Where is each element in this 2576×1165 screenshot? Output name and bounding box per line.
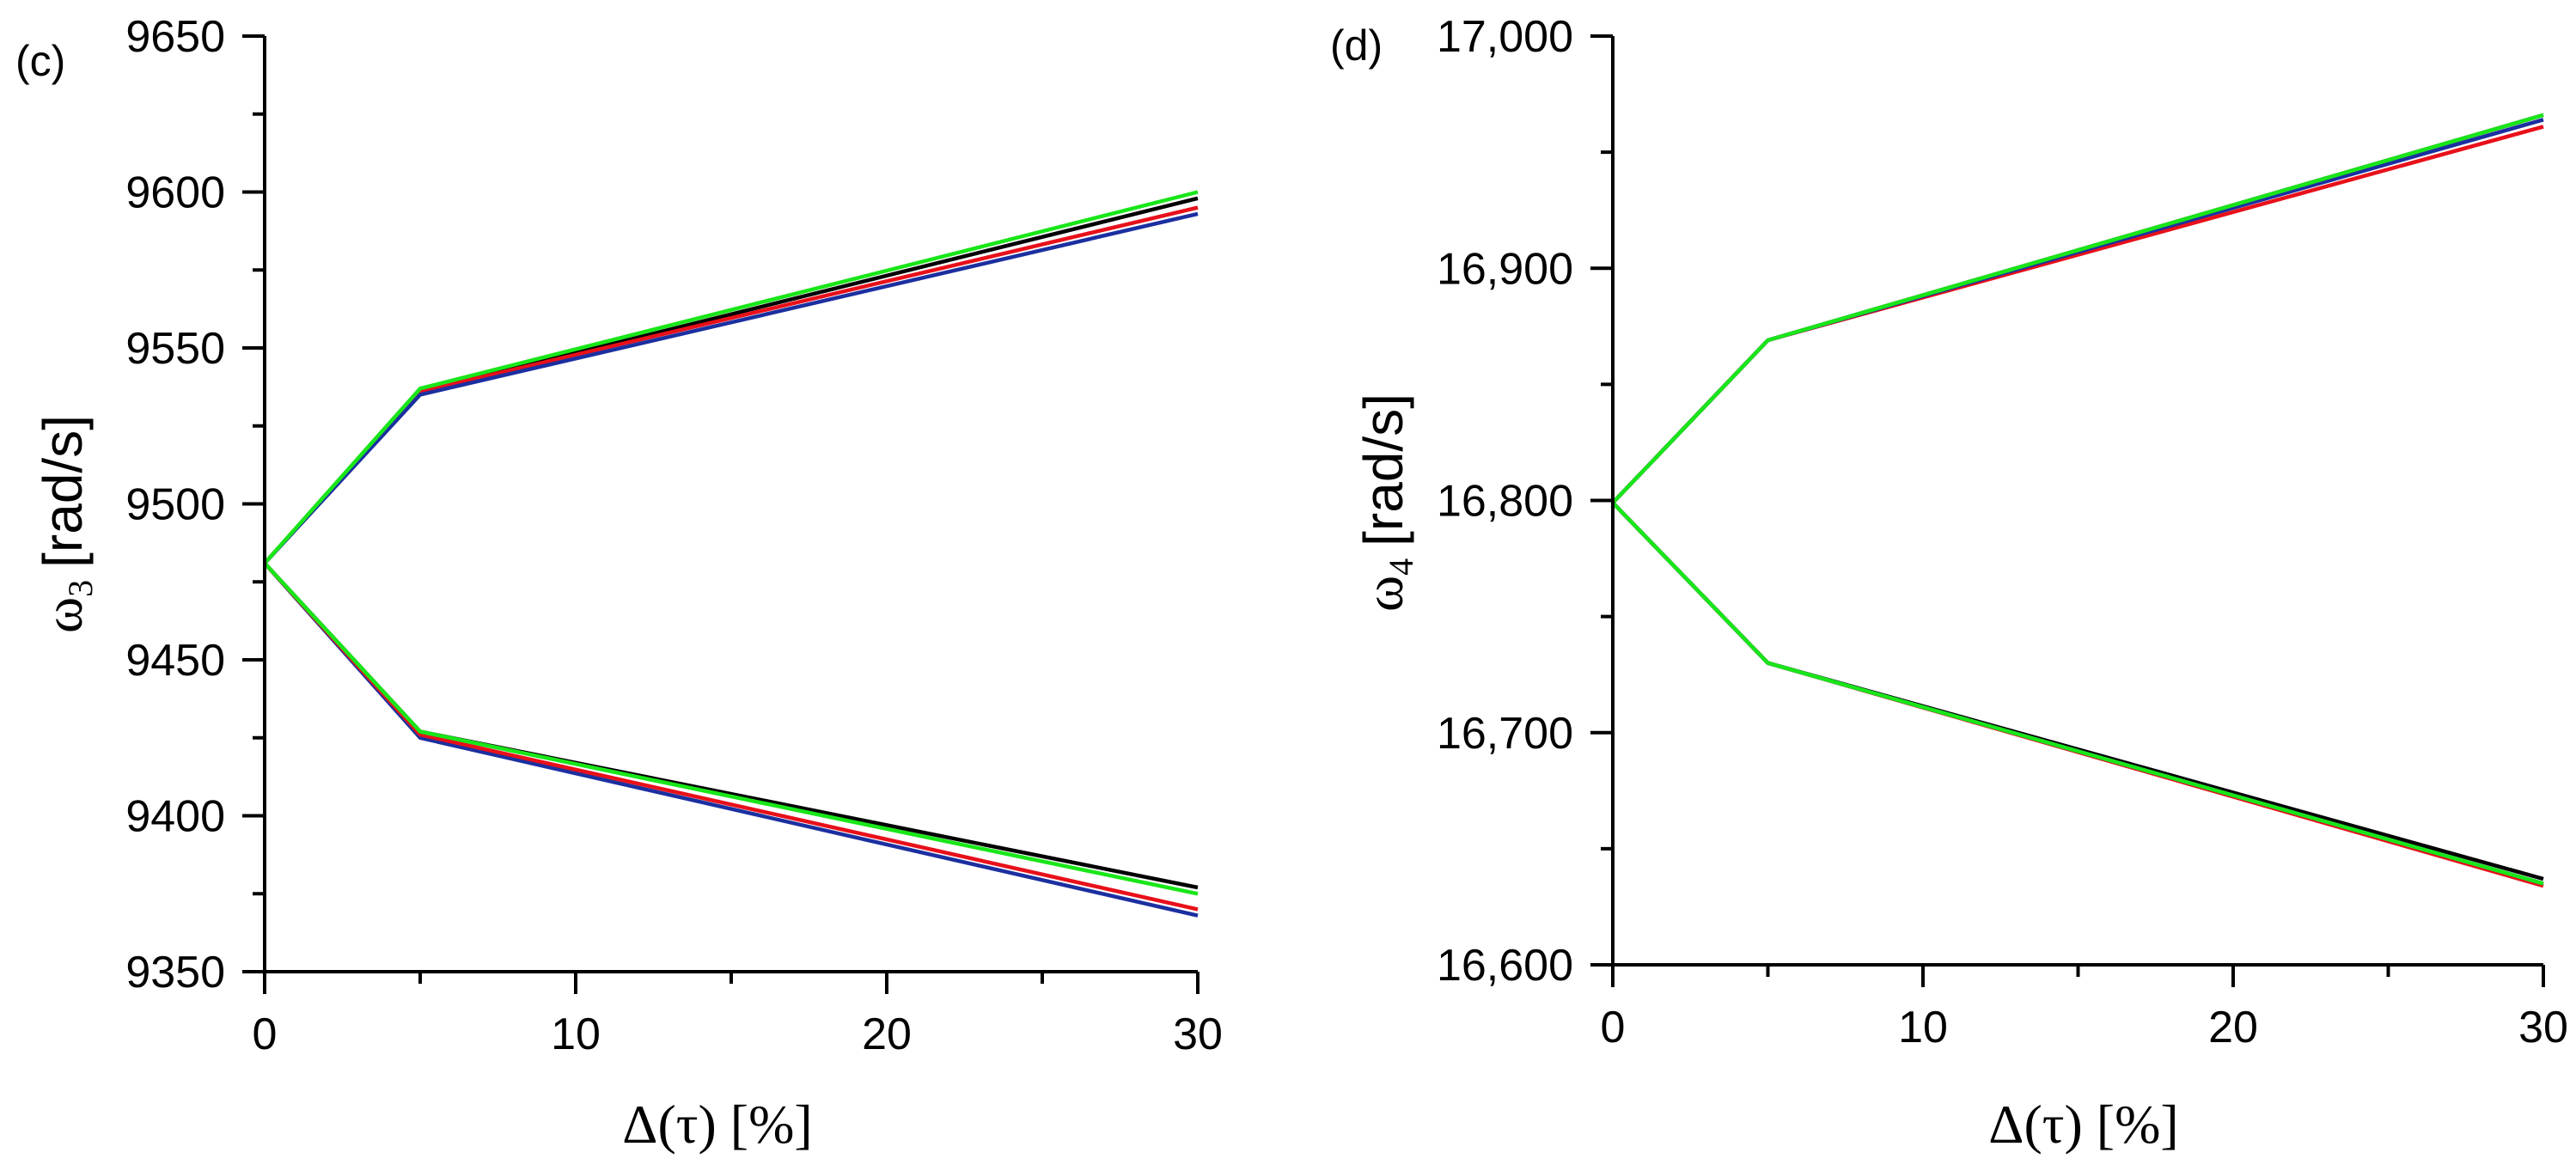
panel-d-ticks bbox=[1590, 34, 2545, 987]
panel-c-x-tick-labels: 0 10 20 30 bbox=[253, 1009, 1223, 1059]
panel-d-x-tick-labels: 0 10 20 30 bbox=[1601, 1003, 2568, 1052]
panel-d-series-black-lower bbox=[1611, 501, 2544, 881]
panel-d-x-tick-label: 20 bbox=[2208, 1003, 2258, 1052]
panel-d-y-tick-label: 17,000 bbox=[1437, 12, 1573, 62]
panel-d-series-green-upper bbox=[1611, 113, 2544, 504]
panel-c-y-tick-label: 9600 bbox=[125, 168, 225, 218]
panel-d-x-tick-label: 10 bbox=[1898, 1003, 1948, 1052]
panel-c-series-blue-upper bbox=[263, 211, 1199, 565]
panel-c-x-tick-label: 0 bbox=[253, 1009, 278, 1059]
panel-c-ticks bbox=[242, 34, 1199, 994]
panel-d-y-tick-label: 16,800 bbox=[1437, 477, 1573, 527]
panel-d-series-red-lower bbox=[1611, 501, 2544, 888]
panel-d-y-tick-label: 16,900 bbox=[1437, 244, 1573, 294]
panel-d: (d) 16,600 16,700 16,800 16,900 17,000 0 10 20… bbox=[1330, 12, 2568, 1155]
panel-c-y-tick-label: 9500 bbox=[125, 480, 225, 530]
panel-d-y-tick-labels: 16,600 16,700 16,800 16,900 17,000 bbox=[1437, 12, 1573, 991]
panel-d-y-subscript: 4 bbox=[1382, 558, 1420, 576]
panel-d-series-green-lower bbox=[1611, 501, 2544, 886]
panel-d-y-symbol: ω bbox=[1353, 576, 1414, 612]
panel-d-x-tick-label: 0 bbox=[1601, 1003, 1626, 1052]
panel-d-y-tick-label: 16,600 bbox=[1437, 941, 1573, 991]
panel-d-y-unit: [rad/s] bbox=[1352, 393, 1414, 546]
panel-d-x-axis-title: Δ(τ) [%] bbox=[1988, 1094, 2178, 1155]
panel-c-series-green-upper bbox=[263, 190, 1199, 564]
panel-c-x-tick-label: 20 bbox=[862, 1009, 912, 1059]
panel-c-y-symbol: ω bbox=[33, 597, 94, 633]
panel-d-series bbox=[1611, 113, 2544, 888]
panel-c-series-green-lower bbox=[263, 561, 1199, 896]
panel-d-series-blue-upper bbox=[1611, 118, 2544, 504]
panel-d-y-axis-title: ω4 [rad/s] bbox=[1352, 393, 1420, 612]
panel-c-y-unit: [rad/s] bbox=[32, 415, 94, 568]
panel-d-label: (d) bbox=[1330, 21, 1383, 70]
panel-c-x-tick-label: 10 bbox=[551, 1009, 601, 1059]
panel-c-y-tick-label: 9350 bbox=[125, 948, 225, 997]
panel-d-y-tick-label: 16,700 bbox=[1437, 709, 1573, 759]
panel-c-y-tick-label: 9550 bbox=[125, 324, 225, 374]
panel-c-y-subscript: 3 bbox=[61, 580, 100, 597]
panel-c-label: (c) bbox=[15, 37, 65, 85]
panel-c-x-axis-title: Δ(τ) [%] bbox=[622, 1094, 812, 1155]
panel-c-series-black-upper bbox=[263, 196, 1199, 565]
panel-c-y-tick-label: 9650 bbox=[125, 12, 225, 62]
panel-d-series-blue-lower bbox=[1611, 501, 2544, 886]
panel-c-series-black-lower bbox=[263, 561, 1199, 890]
panel-c-y-axis-title: ω3 [rad/s] bbox=[32, 415, 100, 633]
panel-c-series-red-lower bbox=[263, 561, 1199, 912]
panel-c-x-tick-label: 30 bbox=[1173, 1009, 1223, 1059]
panel-d-series-black-upper bbox=[1611, 113, 2544, 504]
panel-c-y-tick-labels: 9350 9400 9450 9500 9550 9600 9650 bbox=[125, 12, 225, 997]
panel-d-series-red-upper bbox=[1611, 125, 2544, 504]
panel-d-axes bbox=[1611, 36, 2543, 967]
panel-c-axes bbox=[263, 36, 1198, 973]
panel-c-series bbox=[263, 190, 1199, 918]
panel-c-y-tick-label: 9450 bbox=[125, 636, 225, 686]
panel-c-series-red-upper bbox=[263, 205, 1199, 565]
panel-c-y-tick-label: 9400 bbox=[125, 792, 225, 842]
panel-d-x-tick-label: 30 bbox=[2518, 1003, 2568, 1052]
